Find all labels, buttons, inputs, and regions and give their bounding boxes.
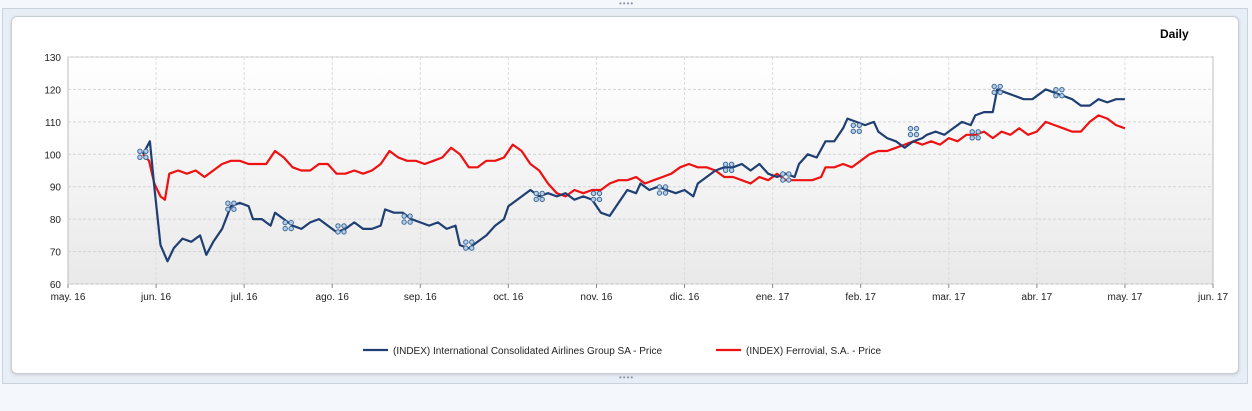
- event-marker-icon: [907, 125, 920, 138]
- event-marker-icon: [590, 190, 603, 203]
- x-tick-label: mar. 17: [932, 292, 966, 303]
- x-tick-label: nov. 16: [580, 292, 612, 303]
- x-tick-label: may. 17: [1108, 292, 1143, 303]
- y-tick-label: 80: [50, 215, 62, 226]
- event-marker-icon: [137, 148, 149, 161]
- event-marker-icon: [991, 83, 1003, 96]
- event-marker-icon: [533, 190, 545, 203]
- x-tick-label: jun. 17: [1197, 292, 1228, 303]
- event-marker-icon: [722, 161, 735, 174]
- series-line-ferrovial: [142, 114, 1126, 201]
- event-marker-icon: [656, 184, 669, 196]
- resize-handle-bottom[interactable]: ••••: [619, 373, 635, 382]
- event-marker-icon: [335, 223, 347, 235]
- x-tick-label: jul. 16: [230, 292, 258, 303]
- legend-label: (INDEX) International Consolidated Airli…: [393, 346, 662, 357]
- event-marker-icon: [969, 129, 981, 141]
- x-tick-label: sep. 16: [404, 292, 437, 303]
- y-tick-label: 100: [44, 150, 61, 161]
- x-tick-label: dic. 16: [670, 292, 700, 303]
- resize-handle-top[interactable]: ••••: [619, 0, 635, 8]
- legend-label: (INDEX) Ferrovial, S.A. - Price: [746, 346, 881, 357]
- plot-area: [67, 56, 1214, 285]
- chart-title: Daily: [1160, 27, 1189, 41]
- x-tick-label: may. 16: [51, 292, 86, 303]
- y-tick-label: 110: [45, 118, 61, 129]
- event-marker-icon: [780, 171, 792, 183]
- event-marker-icon: [1053, 86, 1065, 99]
- y-tick-label: 70: [50, 248, 62, 259]
- y-tick-label: 120: [44, 85, 61, 96]
- event-marker-icon: [850, 122, 862, 135]
- x-tick-label: jun. 16: [140, 292, 171, 303]
- x-tick-label: ago. 16: [316, 292, 350, 303]
- event-marker-icon: [282, 219, 294, 232]
- x-tick-label: feb. 17: [845, 292, 876, 303]
- x-tick-label: ene. 17: [756, 292, 790, 303]
- y-tick-label: 90: [50, 183, 62, 194]
- y-tick-label: 130: [44, 53, 61, 64]
- event-marker-icon: [225, 200, 237, 212]
- x-tick-label: abr. 17: [1022, 292, 1053, 303]
- y-tick-label: 60: [50, 280, 62, 291]
- event-marker-icon: [401, 213, 413, 225]
- series-line-iag: [141, 88, 1125, 263]
- x-tick-label: oct. 16: [493, 292, 523, 303]
- event-marker-icon: [463, 239, 475, 251]
